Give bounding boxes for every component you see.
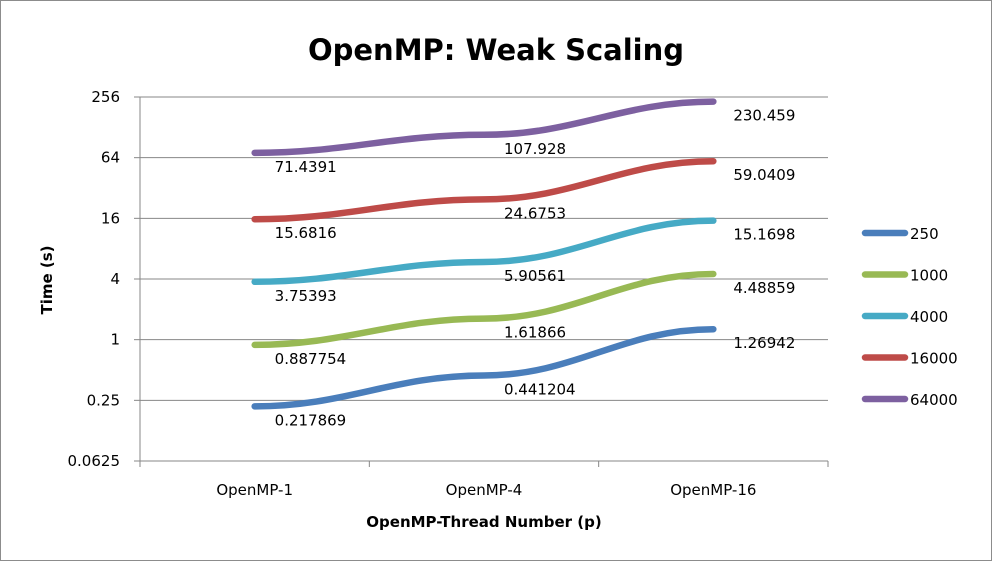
legend-label: 250: [910, 225, 939, 243]
series-line-4000: [251, 217, 717, 286]
data-label: 0.887754: [275, 350, 347, 368]
gridlines: [140, 96, 828, 401]
legend-label: 16000: [910, 350, 958, 368]
data-label: 4.48859: [733, 279, 795, 297]
y-tick-label: 16: [101, 209, 120, 227]
y-tick-label: 64: [101, 149, 120, 167]
data-label: 24.6753: [504, 204, 566, 222]
legend-label: 4000: [910, 308, 948, 326]
y-tick-label: 256: [91, 88, 120, 106]
chart-title: OpenMP: Weak Scaling: [308, 33, 684, 67]
data-label: 3.75393: [275, 287, 337, 305]
data-label: 15.1698: [733, 226, 795, 244]
data-label: 1.26942: [733, 334, 795, 352]
y-axis-title: Time (s): [38, 245, 56, 314]
data-label: 0.441204: [504, 380, 576, 398]
series-lines: [251, 98, 717, 410]
series-line-64000: [251, 98, 717, 157]
legend-label: 1000: [910, 267, 948, 285]
data-label: 71.4391: [275, 158, 337, 176]
x-tick-label: OpenMP-4: [446, 481, 523, 499]
x-tick-labels: OpenMP-1 OpenMP-4 OpenMP-16: [216, 481, 756, 499]
data-label: 5.90561: [504, 267, 566, 285]
x-tick-label: OpenMP-16: [670, 481, 756, 499]
y-tick-label: 4: [110, 270, 120, 288]
legend-label: 64000: [910, 391, 958, 409]
data-label: 15.6816: [275, 224, 337, 242]
data-label: 107.928: [504, 140, 566, 158]
series-line-16000: [251, 157, 717, 223]
series-line-1000: [251, 270, 717, 349]
data-labels: 0.217869 0.441204 1.26942 0.887754 1.61866 4.…: [275, 107, 796, 430]
x-axis-title: OpenMP-Thread Number (p): [366, 513, 601, 531]
axes: [134, 96, 829, 467]
x-tick-label: OpenMP-1: [216, 481, 293, 499]
y-tick-label: 0.25: [87, 391, 120, 409]
legend: 250 1000 4000 16000 64000: [861, 225, 958, 409]
series-line-250: [251, 325, 717, 410]
data-label: 1.61866: [504, 324, 566, 342]
data-label: 230.459: [733, 107, 795, 125]
data-label: 0.217869: [275, 411, 347, 429]
data-label: 59.0409: [733, 166, 795, 184]
y-tick-label: 1: [110, 331, 120, 349]
y-tick-label: 0.0625: [68, 452, 121, 470]
y-tick-labels: 0.0625 0.25 1 4 16 64 256: [68, 88, 121, 470]
